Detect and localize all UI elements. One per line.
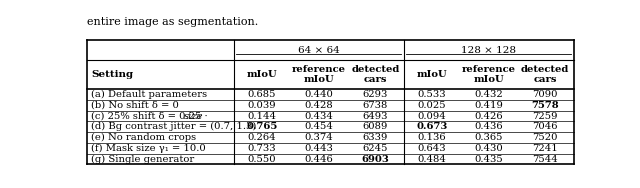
Text: (c) 25% shift δ = 0.25 ·: (c) 25% shift δ = 0.25 · [92,111,211,121]
Text: mIoU: mIoU [247,70,277,79]
Text: 0.025: 0.025 [418,101,446,110]
Text: 0.454: 0.454 [304,122,333,131]
Text: 0.440: 0.440 [304,90,333,99]
Text: 0.533: 0.533 [418,90,446,99]
Text: 0.365: 0.365 [474,133,503,142]
Text: 7544: 7544 [532,155,558,164]
Text: 0.136: 0.136 [418,133,446,142]
Text: 6089: 6089 [363,122,388,131]
Text: 6903: 6903 [362,155,389,164]
Text: 7241: 7241 [532,144,558,153]
Text: 0.434: 0.434 [304,111,333,121]
Text: reference
mIoU: reference mIoU [292,65,346,84]
Text: 7046: 7046 [532,122,558,131]
Text: 0.446: 0.446 [305,155,333,164]
Text: 0.765: 0.765 [246,122,278,131]
Text: reference
mIoU: reference mIoU [461,65,516,84]
Text: 0.039: 0.039 [248,101,276,110]
Text: 0.733: 0.733 [248,144,276,153]
Text: 7259: 7259 [532,111,558,121]
Text: 128 × 128: 128 × 128 [461,45,516,55]
Text: 0.094: 0.094 [417,111,446,121]
Text: 0.430: 0.430 [474,144,503,153]
Text: 0.428: 0.428 [305,101,333,110]
Text: 0.426: 0.426 [474,111,503,121]
Text: 0.419: 0.419 [474,101,503,110]
Text: size: size [184,111,204,121]
Text: 7520: 7520 [532,133,558,142]
Text: 6245: 6245 [363,144,388,153]
Text: (e) No random crops: (e) No random crops [92,133,196,142]
Text: 7090: 7090 [532,90,558,99]
Text: (g) Single generator: (g) Single generator [92,155,195,164]
Text: (b) No shift δ = 0: (b) No shift δ = 0 [92,101,179,110]
Text: Setting: Setting [92,70,134,79]
Text: 0.432: 0.432 [474,90,503,99]
Text: detected
cars: detected cars [521,65,570,84]
Text: 64 × 64: 64 × 64 [298,45,340,55]
Text: 6339: 6339 [363,133,388,142]
Text: (a) Default parameters: (a) Default parameters [92,90,207,99]
Text: 6293: 6293 [363,90,388,99]
Text: 0.550: 0.550 [248,155,276,164]
Text: 0.264: 0.264 [248,133,276,142]
Text: 0.673: 0.673 [416,122,447,131]
Text: 0.436: 0.436 [474,122,503,131]
Text: 0.685: 0.685 [248,90,276,99]
Text: mIoU: mIoU [417,70,447,79]
Text: detected
cars: detected cars [351,65,399,84]
Text: 0.484: 0.484 [417,155,446,164]
Text: 0.374: 0.374 [305,133,333,142]
Text: 0.144: 0.144 [248,111,276,121]
Text: 6738: 6738 [363,101,388,110]
Text: 0.443: 0.443 [304,144,333,153]
Text: (d) Bg contrast jitter = (0.7, 1.3): (d) Bg contrast jitter = (0.7, 1.3) [92,122,257,131]
Text: 7578: 7578 [531,101,559,110]
Text: entire image as segmentation.: entire image as segmentation. [88,17,259,27]
Text: 0.643: 0.643 [418,144,446,153]
Text: 0.435: 0.435 [474,155,503,164]
Text: 6493: 6493 [363,111,388,121]
Text: (f) Mask size γ₁ = 10.0: (f) Mask size γ₁ = 10.0 [92,144,206,153]
